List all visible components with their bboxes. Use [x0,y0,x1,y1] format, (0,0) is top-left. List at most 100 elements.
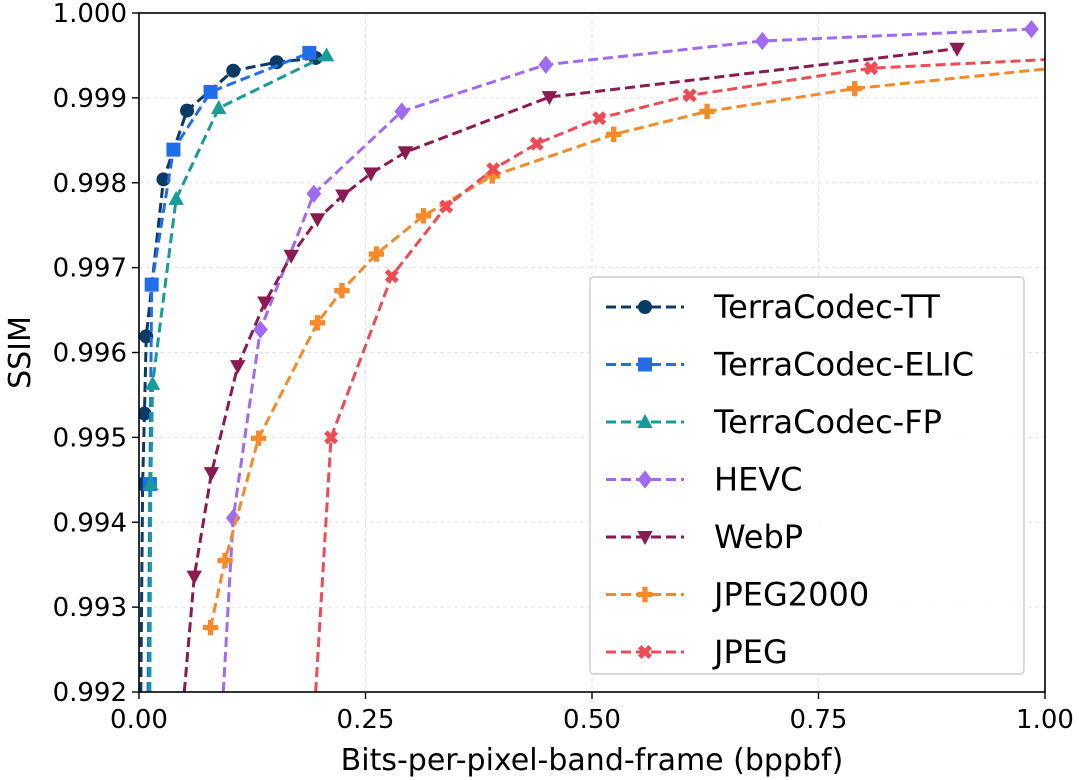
series-line [221,27,1032,692]
data-point [638,300,652,314]
y-tick-label: 0.998 [53,169,127,199]
x-axis-label: Bits-per-pixel-band-frame (bppbf) [341,743,844,778]
data-point [637,470,653,489]
data-point [180,103,195,118]
data-point [144,277,159,292]
data-point [529,136,544,151]
legend-label: TerraCodec-TT [713,288,940,326]
y-axis-label: SSIM [3,316,38,389]
series-jpeg2000 [202,67,1045,636]
data-point [637,413,653,428]
legend-label: JPEG2000 [712,576,869,614]
legend-item: TerraCodec-ELIC [606,346,974,384]
data-point [283,249,299,264]
data-point [318,47,335,62]
legend-item: JPEG2000 [606,576,869,614]
y-tick-label: 0.995 [53,423,127,453]
data-point [309,213,326,228]
series-line [148,54,328,692]
data-point [415,208,432,224]
data-point [139,406,152,421]
data-point [368,246,385,262]
data-point [166,142,181,157]
data-point [306,184,322,203]
data-point [186,570,202,585]
legend-item: TerraCodec-TT [606,288,940,326]
data-point [637,531,653,546]
data-point [217,552,233,569]
data-point [202,619,219,636]
data-point [302,45,317,60]
data-point [638,357,652,372]
y-tick-label: 0.996 [53,339,127,369]
data-point [541,91,558,106]
data-point [637,586,653,603]
data-point [230,360,246,375]
data-point [486,162,501,177]
series-hevc [221,20,1039,692]
data-point [484,168,501,184]
legend-label: TerraCodec-FP [713,403,942,441]
legend-label: WebP [714,518,803,556]
data-point [226,63,241,78]
data-point [699,103,715,120]
legend-item: HEVC [606,461,803,499]
y-tick-label: 1.000 [53,0,127,29]
legend-item: WebP [606,518,803,556]
data-point [394,102,410,121]
data-point [592,111,607,126]
legend-label: HEVC [714,461,803,499]
series-line [314,58,1045,692]
data-point [397,146,414,161]
data-point [203,467,220,482]
data-point [439,199,454,214]
series-webp [182,42,965,692]
data-point [143,476,159,491]
y-tick-label: 0.994 [53,508,127,538]
series-layer [139,20,1045,692]
axis-ticks: 0.00 0.25 0.50 0.75 1.00 0.992 0.993 0.994 0.995… [53,0,1074,735]
data-point [225,508,241,528]
x-tick-label: 1.00 [1016,705,1074,735]
y-tick-label: 0.997 [53,254,127,284]
y-tick-label: 0.992 [53,678,127,708]
data-point [168,190,184,205]
data-point [309,315,326,331]
x-tick-label: 0.50 [563,705,621,735]
data-point [324,430,339,445]
data-point [606,126,622,143]
data-point [257,296,273,311]
legend-label: TerraCodec-ELIC [713,346,974,384]
data-point [754,31,770,51]
data-point [384,269,399,284]
x-tick-label: 0.25 [337,705,395,735]
data-point [250,430,267,446]
data-point [847,80,863,97]
data-point [949,42,965,57]
legend-item: JPEG [606,633,788,671]
x-tick-label: 0.00 [110,705,168,735]
legend: TerraCodec-TT TerraCodec-ELIC TerraCodec-F… [589,276,1025,675]
series-jpeg [314,58,1045,692]
series-line [209,67,1045,628]
legend-item: TerraCodec-FP [606,403,942,441]
series-line [182,47,958,692]
data-point [638,645,652,659]
data-point [682,88,697,103]
data-point [203,84,218,99]
data-point [144,375,161,390]
legend-box [589,276,1025,675]
data-point [363,167,379,182]
legend-label: JPEG [712,633,788,671]
data-point [334,282,350,299]
data-point [335,189,351,204]
data-point [538,55,554,74]
data-point [211,100,227,115]
data-point [864,61,879,76]
data-point [1024,20,1039,39]
y-tick-label: 0.993 [53,593,127,623]
series-terracodec-fp [143,47,335,692]
x-tick-label: 0.75 [790,705,848,735]
y-tick-label: 0.999 [53,84,127,114]
